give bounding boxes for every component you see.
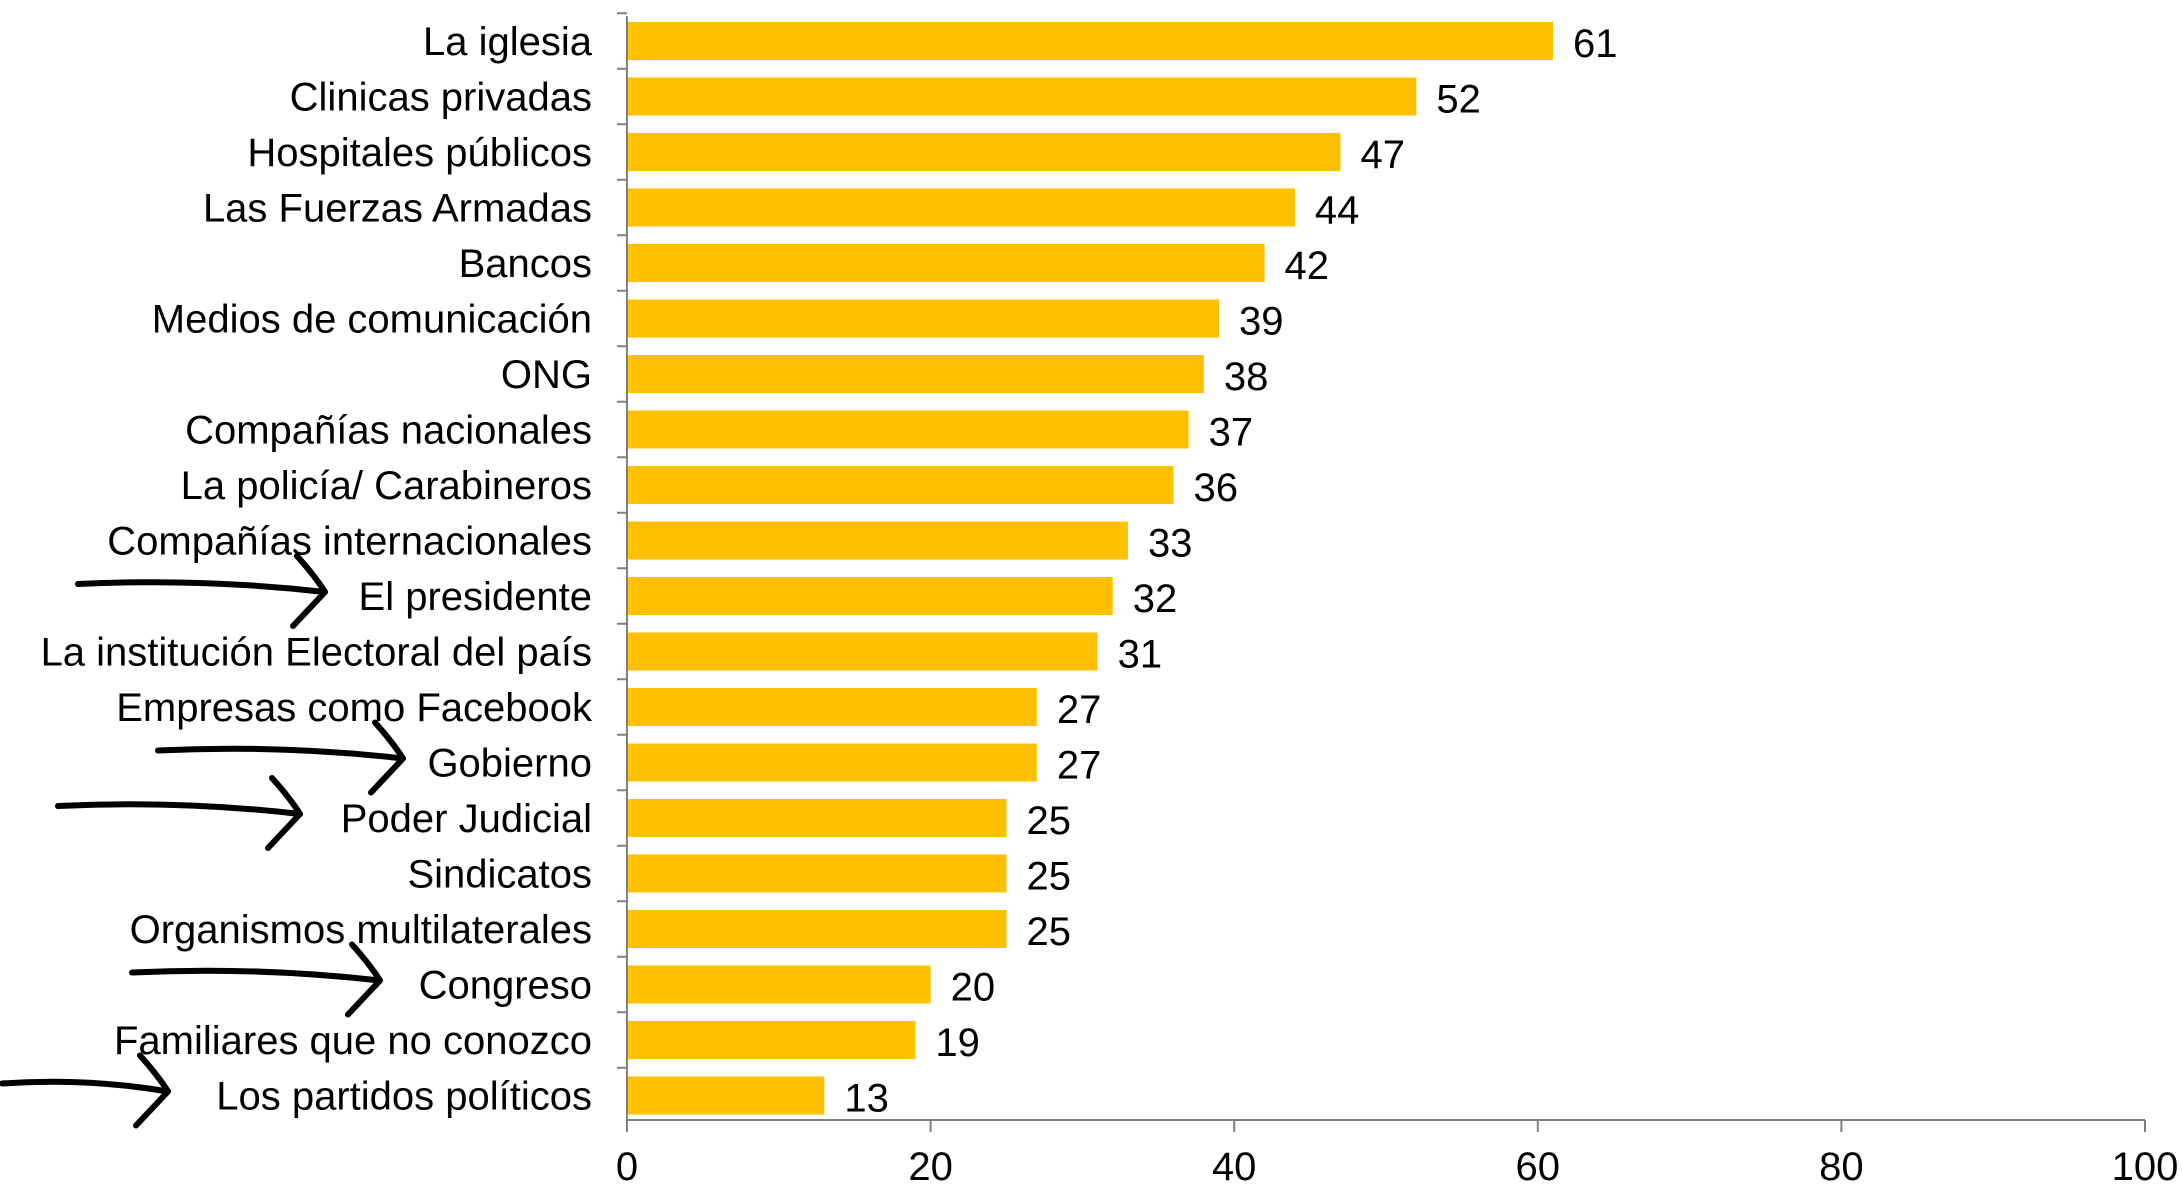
arrow-head [345,941,383,1018]
data-label: 36 [1193,466,1238,510]
category-label: Empresas como Facebook [116,686,593,730]
arrow-head [290,553,328,629]
category-label: Clinicas privadas [290,76,592,120]
data-label: 20 [951,966,996,1010]
category-label: Hospitales públicos [247,131,592,175]
bar [627,910,1007,948]
data-label: 19 [935,1021,980,1065]
bar [627,632,1098,671]
bar [627,77,1417,116]
data-label: 25 [1027,910,1072,954]
category-labels-group: La iglesia Clinicas privadas Hospitales pú… [41,20,593,1119]
annotation-arrows [0,553,406,1129]
data-label: 25 [1027,855,1072,899]
arrow-shaft [155,745,406,762]
bar [627,22,1553,60]
bar [627,133,1341,171]
arrow-head [265,775,303,851]
bar [627,799,1007,837]
category-label: Gobierno [427,742,592,786]
category-label: Familiares que no conozco [114,1019,592,1063]
data-label: 61 [1573,22,1618,66]
category-label: La institución Electoral del país [41,631,592,675]
data-label: 38 [1224,355,1269,399]
category-label: Medios de comunicación [152,298,592,342]
bar [627,355,1204,393]
bar [627,965,931,1004]
bar [627,1076,825,1115]
x-tick-label: 20 [908,1145,953,1189]
data-label: 27 [1057,688,1102,732]
arrow-shaft [129,967,383,984]
category-label: La policía/ Carabineros [181,464,592,508]
bar [627,688,1037,726]
x-tick-label: 40 [1212,1145,1257,1189]
x-tick-label: 60 [1516,1145,1561,1189]
category-label: La iglesia [423,20,593,64]
data-label: 31 [1118,633,1163,677]
bar [627,743,1037,782]
category-label: ONG [501,353,592,397]
bar [627,1021,916,1059]
data-label: 32 [1133,577,1178,621]
category-label: Congreso [419,964,592,1008]
x-tick-label: 80 [1819,1145,1864,1189]
data-label: 47 [1360,133,1405,177]
category-label: Compañías nacionales [185,409,592,453]
data-label: 13 [844,1077,889,1121]
arrow-head [133,1052,171,1129]
bar [627,244,1265,282]
bar [627,577,1113,615]
arrow-head [368,719,406,796]
data-label: 37 [1209,411,1254,455]
data-label: 33 [1148,522,1193,566]
category-label: Organismos multilaterales [130,908,592,952]
category-label: Sindicatos [407,853,592,897]
bar [627,188,1295,227]
arrow-shaft [55,801,303,817]
bar [627,521,1128,560]
data-label: 44 [1315,189,1360,233]
data-label: 27 [1057,744,1102,788]
bar [627,299,1220,338]
data-label: 39 [1239,300,1284,344]
x-tick-label: 100 [2112,1145,2179,1189]
category-label: Las Fuerzas Armadas [203,187,592,231]
arrow-shaft [0,1078,171,1095]
bar [627,854,1007,893]
data-label: 52 [1436,78,1481,122]
category-label: El presidente [359,575,592,619]
data-label: 42 [1285,244,1330,288]
bar [627,410,1189,449]
category-label: Poder Judicial [341,797,592,841]
arrow-shaft [75,579,328,595]
category-label: Compañías internacionales [107,520,592,564]
bar [627,466,1174,504]
category-label: Los partidos políticos [216,1075,592,1119]
category-label: Bancos [459,242,592,286]
x-tick-label: 0 [616,1145,638,1189]
data-label: 25 [1027,799,1072,843]
x-axis: 0 20 40 60 80 100 [616,12,2179,1189]
bars-group [627,22,1553,1115]
